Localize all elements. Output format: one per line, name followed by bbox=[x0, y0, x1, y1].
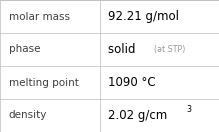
Text: 3: 3 bbox=[186, 105, 191, 114]
Text: 1090 °C: 1090 °C bbox=[108, 76, 156, 89]
Text: melting point: melting point bbox=[9, 77, 79, 88]
Text: (at STP): (at STP) bbox=[154, 45, 186, 54]
Text: molar mass: molar mass bbox=[9, 11, 70, 22]
Text: density: density bbox=[9, 110, 47, 121]
Text: 92.21 g/mol: 92.21 g/mol bbox=[108, 10, 179, 23]
Text: solid: solid bbox=[108, 43, 143, 56]
Text: phase: phase bbox=[9, 44, 40, 55]
Text: 2.02 g/cm: 2.02 g/cm bbox=[108, 109, 168, 122]
